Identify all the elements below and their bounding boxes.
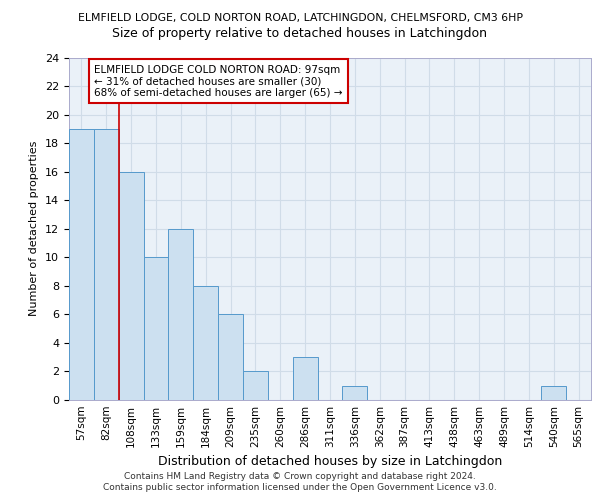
Bar (193, 286, 218, 400)
Text: ELMFIELD LODGE COLD NORTON ROAD: 97sqm
← 31% of detached houses are smaller (30): ELMFIELD LODGE COLD NORTON ROAD: 97sqm ←… (94, 64, 343, 98)
Bar (69, 129, 94, 400)
Bar (218, 314, 243, 400)
X-axis label: Distribution of detached houses by size in Latchingdon: Distribution of detached houses by size … (158, 456, 502, 468)
Bar (94, 129, 119, 400)
Bar (169, 229, 193, 400)
Bar (293, 357, 317, 400)
Bar (243, 372, 268, 400)
Text: ELMFIELD LODGE, COLD NORTON ROAD, LATCHINGDON, CHELMSFORD, CM3 6HP: ELMFIELD LODGE, COLD NORTON ROAD, LATCHI… (77, 12, 523, 22)
Text: Size of property relative to detached houses in Latchingdon: Size of property relative to detached ho… (113, 28, 487, 40)
Bar (143, 258, 169, 400)
Text: Contains public sector information licensed under the Open Government Licence v3: Contains public sector information licen… (103, 484, 497, 492)
Bar (119, 172, 143, 400)
Bar (541, 386, 566, 400)
Y-axis label: Number of detached properties: Number of detached properties (29, 141, 40, 316)
Text: Contains HM Land Registry data © Crown copyright and database right 2024.: Contains HM Land Registry data © Crown c… (124, 472, 476, 481)
Bar (343, 386, 367, 400)
